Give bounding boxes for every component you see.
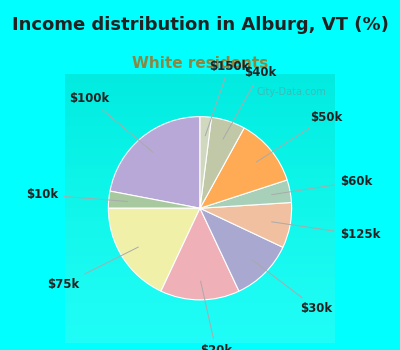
- Text: Income distribution in Alburg, VT (%): Income distribution in Alburg, VT (%): [12, 16, 388, 34]
- Text: $75k: $75k: [48, 247, 138, 291]
- Wedge shape: [108, 191, 200, 208]
- Wedge shape: [200, 203, 292, 247]
- Text: $100k: $100k: [69, 92, 153, 153]
- Wedge shape: [110, 117, 200, 208]
- Wedge shape: [200, 117, 212, 208]
- Text: City-Data.com: City-Data.com: [257, 87, 327, 97]
- Wedge shape: [200, 180, 292, 208]
- Wedge shape: [108, 208, 200, 291]
- Wedge shape: [200, 128, 287, 208]
- Wedge shape: [161, 208, 239, 300]
- Text: $60k: $60k: [272, 175, 372, 195]
- Text: $40k: $40k: [223, 66, 276, 139]
- Text: $10k: $10k: [26, 188, 128, 202]
- Text: $125k: $125k: [272, 222, 380, 242]
- Text: $30k: $30k: [252, 259, 333, 315]
- Text: $150k: $150k: [205, 60, 249, 136]
- Text: White residents: White residents: [132, 56, 268, 71]
- Wedge shape: [200, 208, 283, 291]
- Wedge shape: [200, 117, 244, 208]
- Text: $20k: $20k: [200, 281, 232, 350]
- Text: $50k: $50k: [256, 111, 342, 162]
